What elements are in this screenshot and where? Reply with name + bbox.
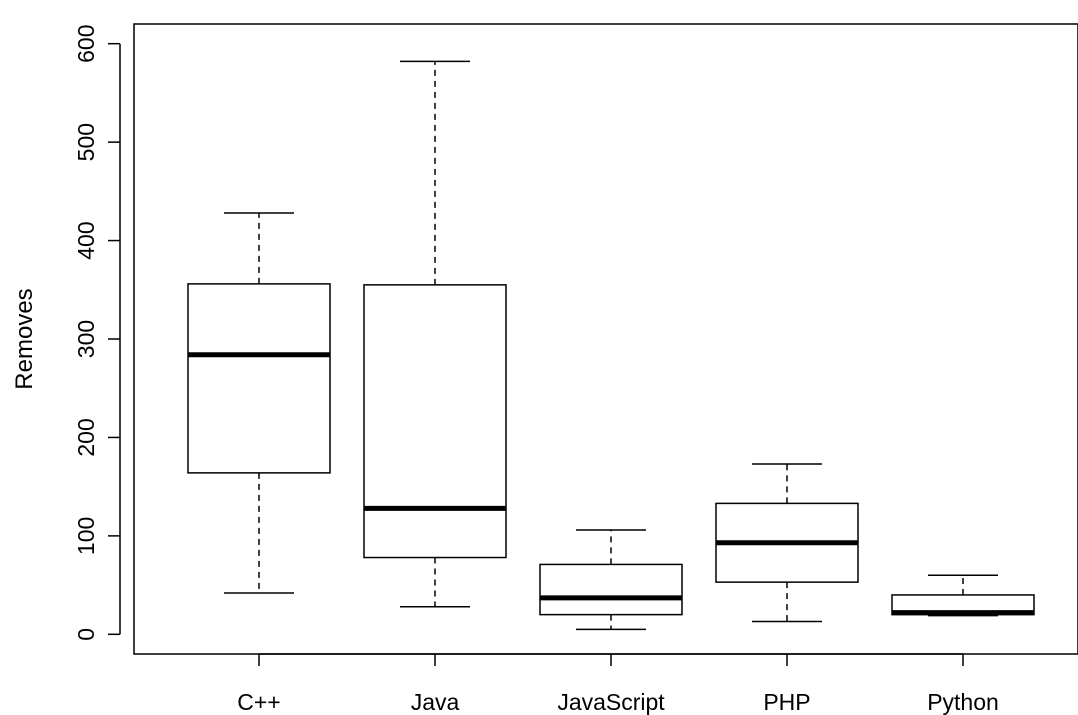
y-tick-label: 500 [73,123,99,161]
iqr-box [539,563,683,616]
y-tick-label: 100 [73,517,99,555]
iqr-box [187,283,331,474]
y-tick-label: 300 [73,320,99,358]
box-python [891,574,1035,617]
box-c- [187,212,331,594]
box-javascript [539,529,683,631]
x-tick-label: PHP [763,689,810,715]
x-tick-label: Python [927,689,999,715]
x-tick-label: JavaScript [557,689,665,715]
x-axis: C++ Java JavaScript PHP Python [237,653,999,715]
x-tick-label: Java [411,689,460,715]
y-tick-label: 0 [73,628,99,641]
iqr-box [363,284,507,559]
box-java [363,60,507,608]
y-tick-label: 600 [73,25,99,63]
y-axis-label: Removes [11,288,38,389]
y-axis: 0 100 200 300 400 500 600 [73,25,121,641]
y-tick-label: 400 [73,221,99,259]
box-series [187,60,1035,631]
y-tick-label: 200 [73,418,99,456]
x-tick-label: C++ [237,689,280,715]
box-php [715,463,859,623]
